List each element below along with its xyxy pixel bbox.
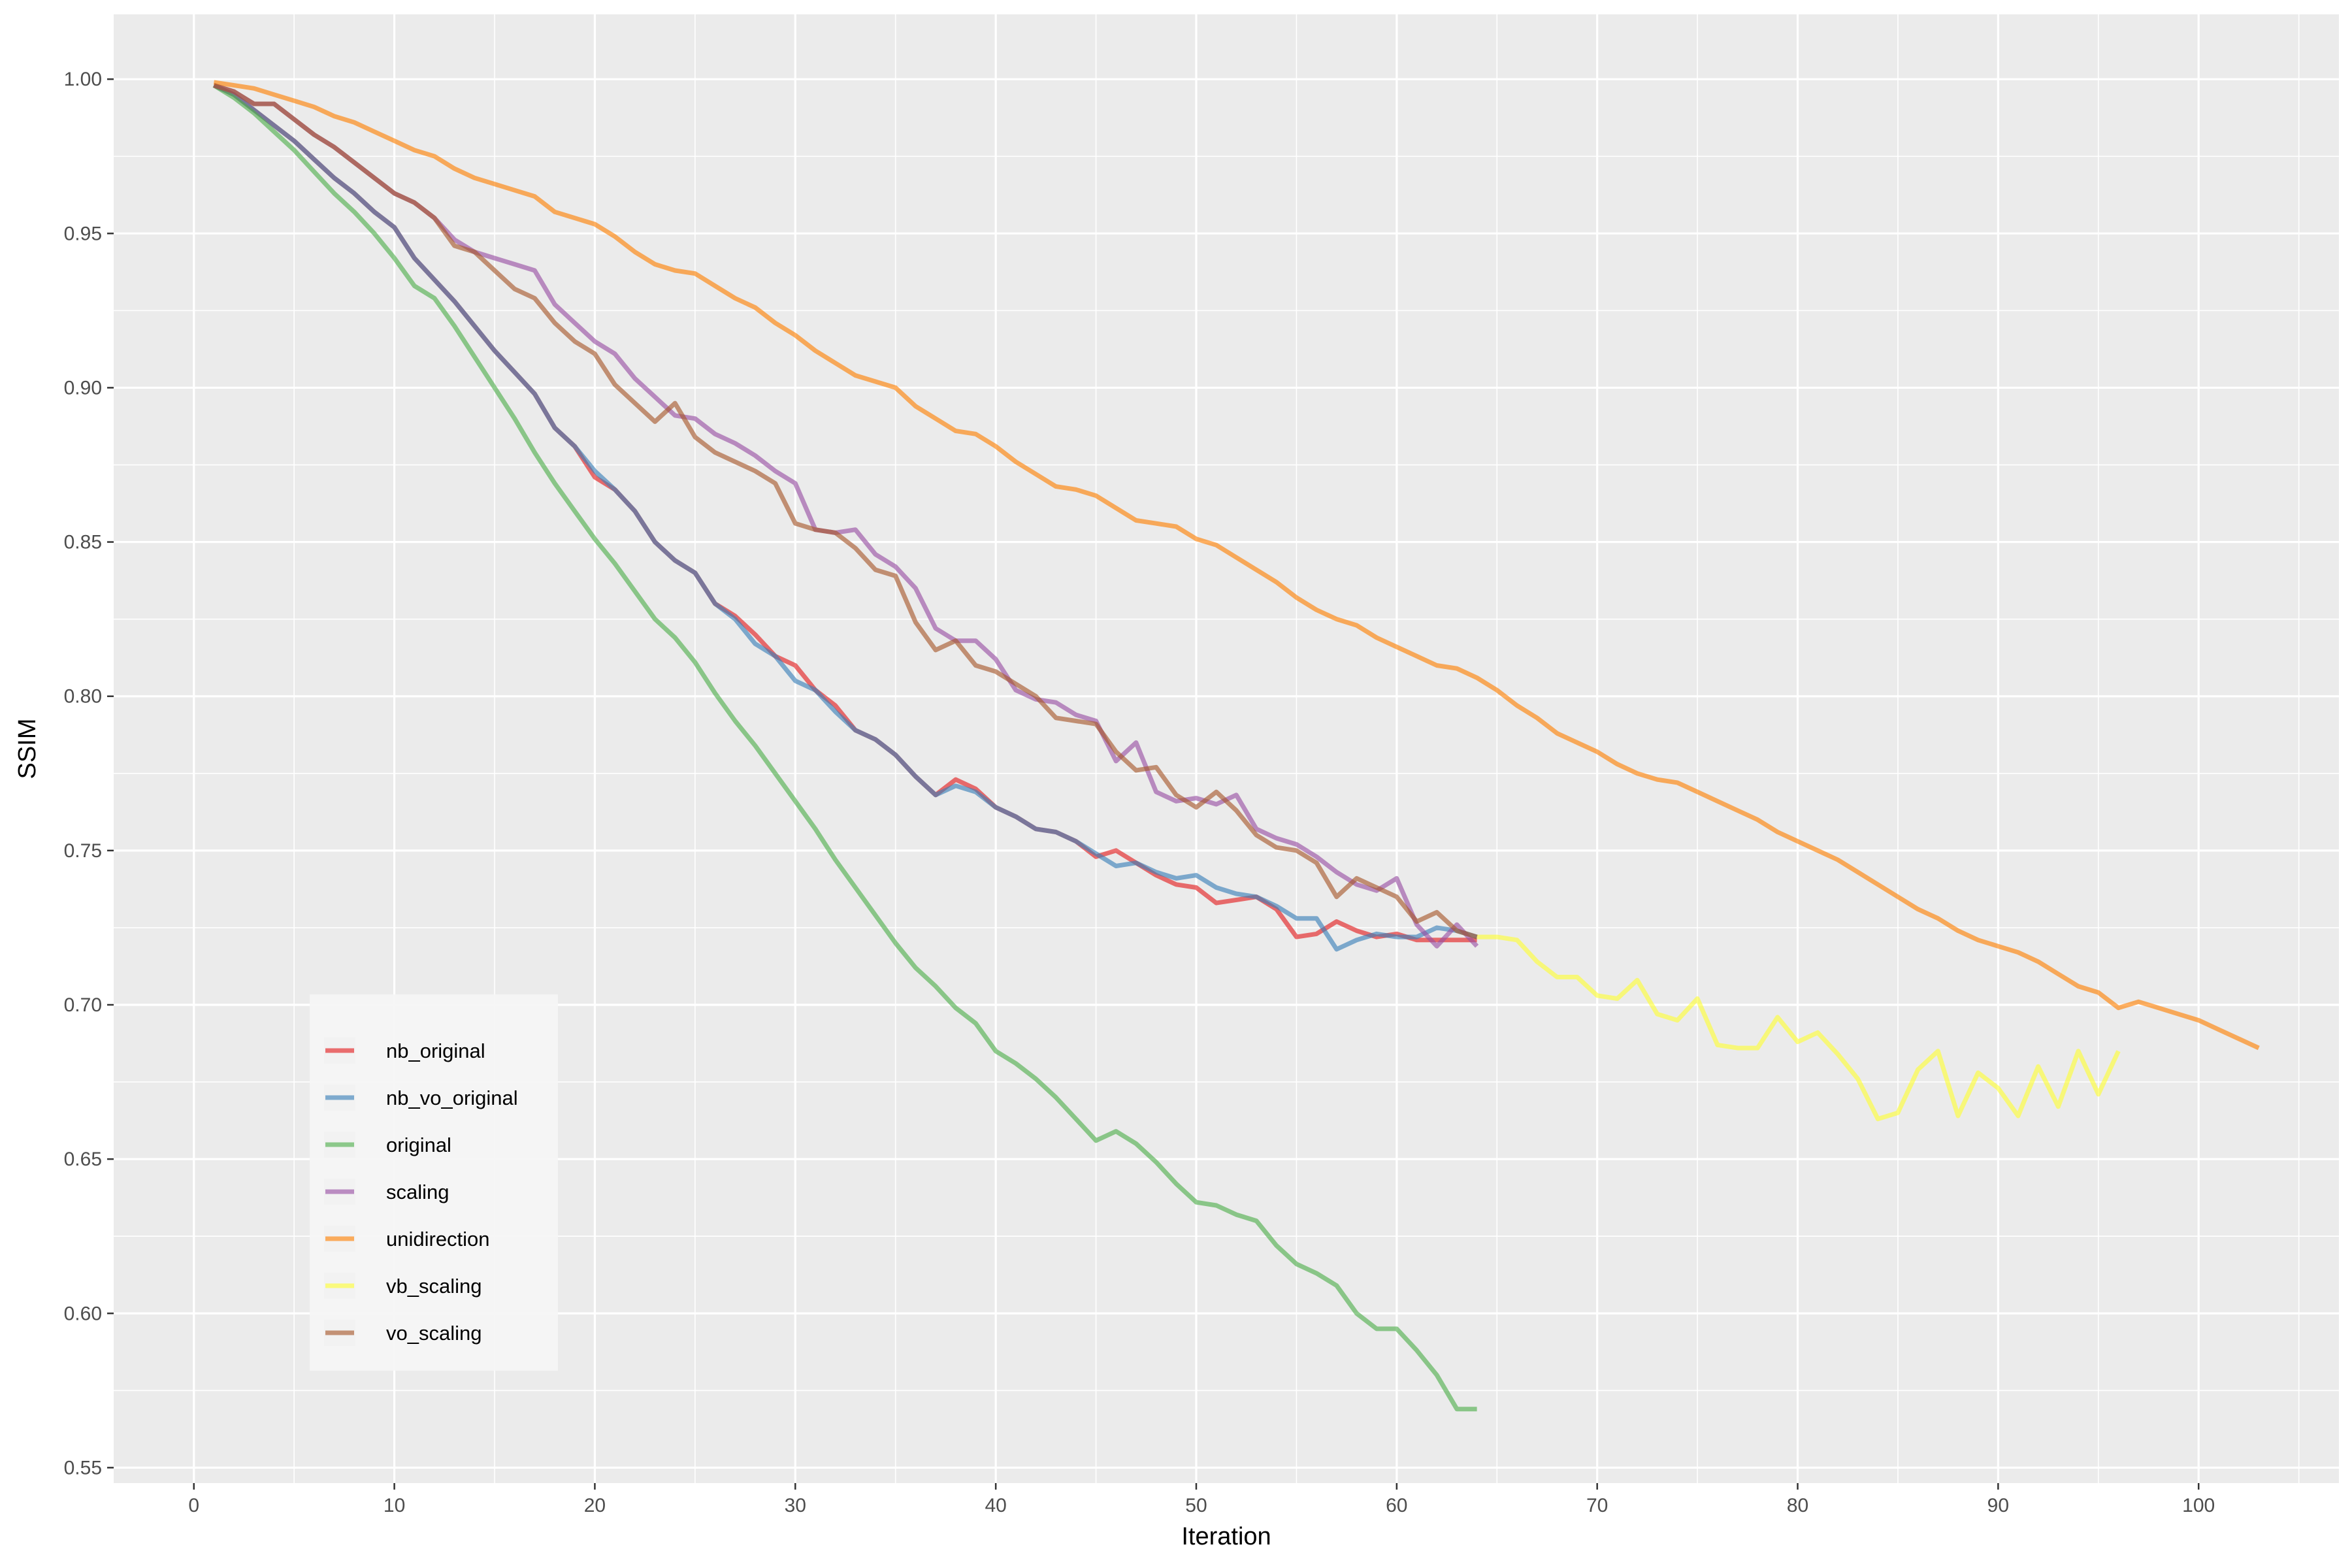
y-tick-label: 1.00 <box>64 69 102 90</box>
legend-item-vb-scaling: vb_scaling <box>324 1273 482 1299</box>
legend-item-original: original <box>324 1132 451 1158</box>
series-lines <box>212 80 2260 1412</box>
x-tick-label: 10 <box>384 1495 405 1516</box>
y-tick-label: 0.55 <box>64 1457 102 1478</box>
y-tick-label: 0.70 <box>64 994 102 1016</box>
y-tick-label: 0.60 <box>64 1303 102 1324</box>
legend-item-nb-vo-original: nb_vo_original <box>324 1085 518 1111</box>
legend-item-unidirection: unidirection <box>324 1226 490 1252</box>
legend-item-scaling: scaling <box>324 1179 449 1205</box>
x-tick-label: 0 <box>188 1495 199 1516</box>
legend-label: original <box>386 1134 451 1156</box>
x-tick-label: 60 <box>1386 1495 1407 1516</box>
legend-item-nb-original: nb_original <box>324 1037 485 1064</box>
legend: nb_original nb_vo_original original scaling… <box>310 994 558 1371</box>
major-gridlines <box>114 14 2339 1483</box>
y-tick-label: 0.95 <box>64 223 102 244</box>
axis-ticks <box>107 78 2200 1490</box>
legend-label: nb_vo_original <box>386 1086 518 1109</box>
x-tick-label: 90 <box>1987 1495 2009 1516</box>
y-tick-label: 0.90 <box>64 377 102 399</box>
x-tick-label: 40 <box>985 1495 1006 1516</box>
series-line-original <box>212 83 1477 1412</box>
y-tick-label: 0.85 <box>64 532 102 553</box>
x-tick-label: 50 <box>1185 1495 1207 1516</box>
x-axis-title: Iteration <box>1181 1523 1271 1550</box>
y-tick-label: 0.80 <box>64 686 102 708</box>
legend-label: nb_original <box>386 1039 485 1062</box>
series-line-nb-vo-original <box>212 83 1478 952</box>
y-tick-label: 0.75 <box>64 840 102 862</box>
x-tick-labels: 0 10 20 30 40 50 60 70 80 90 100 <box>188 1495 2215 1516</box>
legend-label: vo_scaling <box>386 1322 482 1345</box>
minor-gridlines <box>114 14 2339 1483</box>
y-tick-label: 0.65 <box>64 1149 102 1170</box>
series-line-vb-scaling <box>1477 934 2121 1122</box>
x-tick-label: 70 <box>1586 1495 1608 1516</box>
x-tick-label: 80 <box>1787 1495 1808 1516</box>
y-tick-labels: 0.55 0.60 0.65 0.70 0.75 0.80 0.85 0.90 0.95 1.00 <box>64 69 102 1478</box>
y-axis-title: SSIM <box>14 719 41 779</box>
legend-label: scaling <box>386 1181 449 1203</box>
series-line-vo-scaling <box>213 83 1478 939</box>
x-tick-label: 100 <box>2182 1495 2215 1516</box>
series-line-unidirection <box>213 80 2260 1051</box>
x-tick-label: 30 <box>785 1495 806 1516</box>
legend-item-vo-scaling: vo_scaling <box>324 1320 482 1346</box>
x-tick-label: 20 <box>584 1495 606 1516</box>
legend-label: vb_scaling <box>386 1275 482 1298</box>
legend-label: unidirection <box>386 1228 490 1250</box>
